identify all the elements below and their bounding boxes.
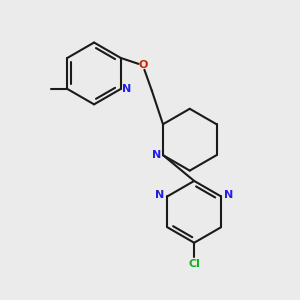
Text: Cl: Cl — [188, 259, 200, 269]
Text: N: N — [224, 190, 234, 200]
Text: O: O — [138, 60, 148, 70]
Text: N: N — [122, 84, 132, 94]
Text: N: N — [154, 190, 164, 200]
Text: N: N — [152, 150, 161, 160]
